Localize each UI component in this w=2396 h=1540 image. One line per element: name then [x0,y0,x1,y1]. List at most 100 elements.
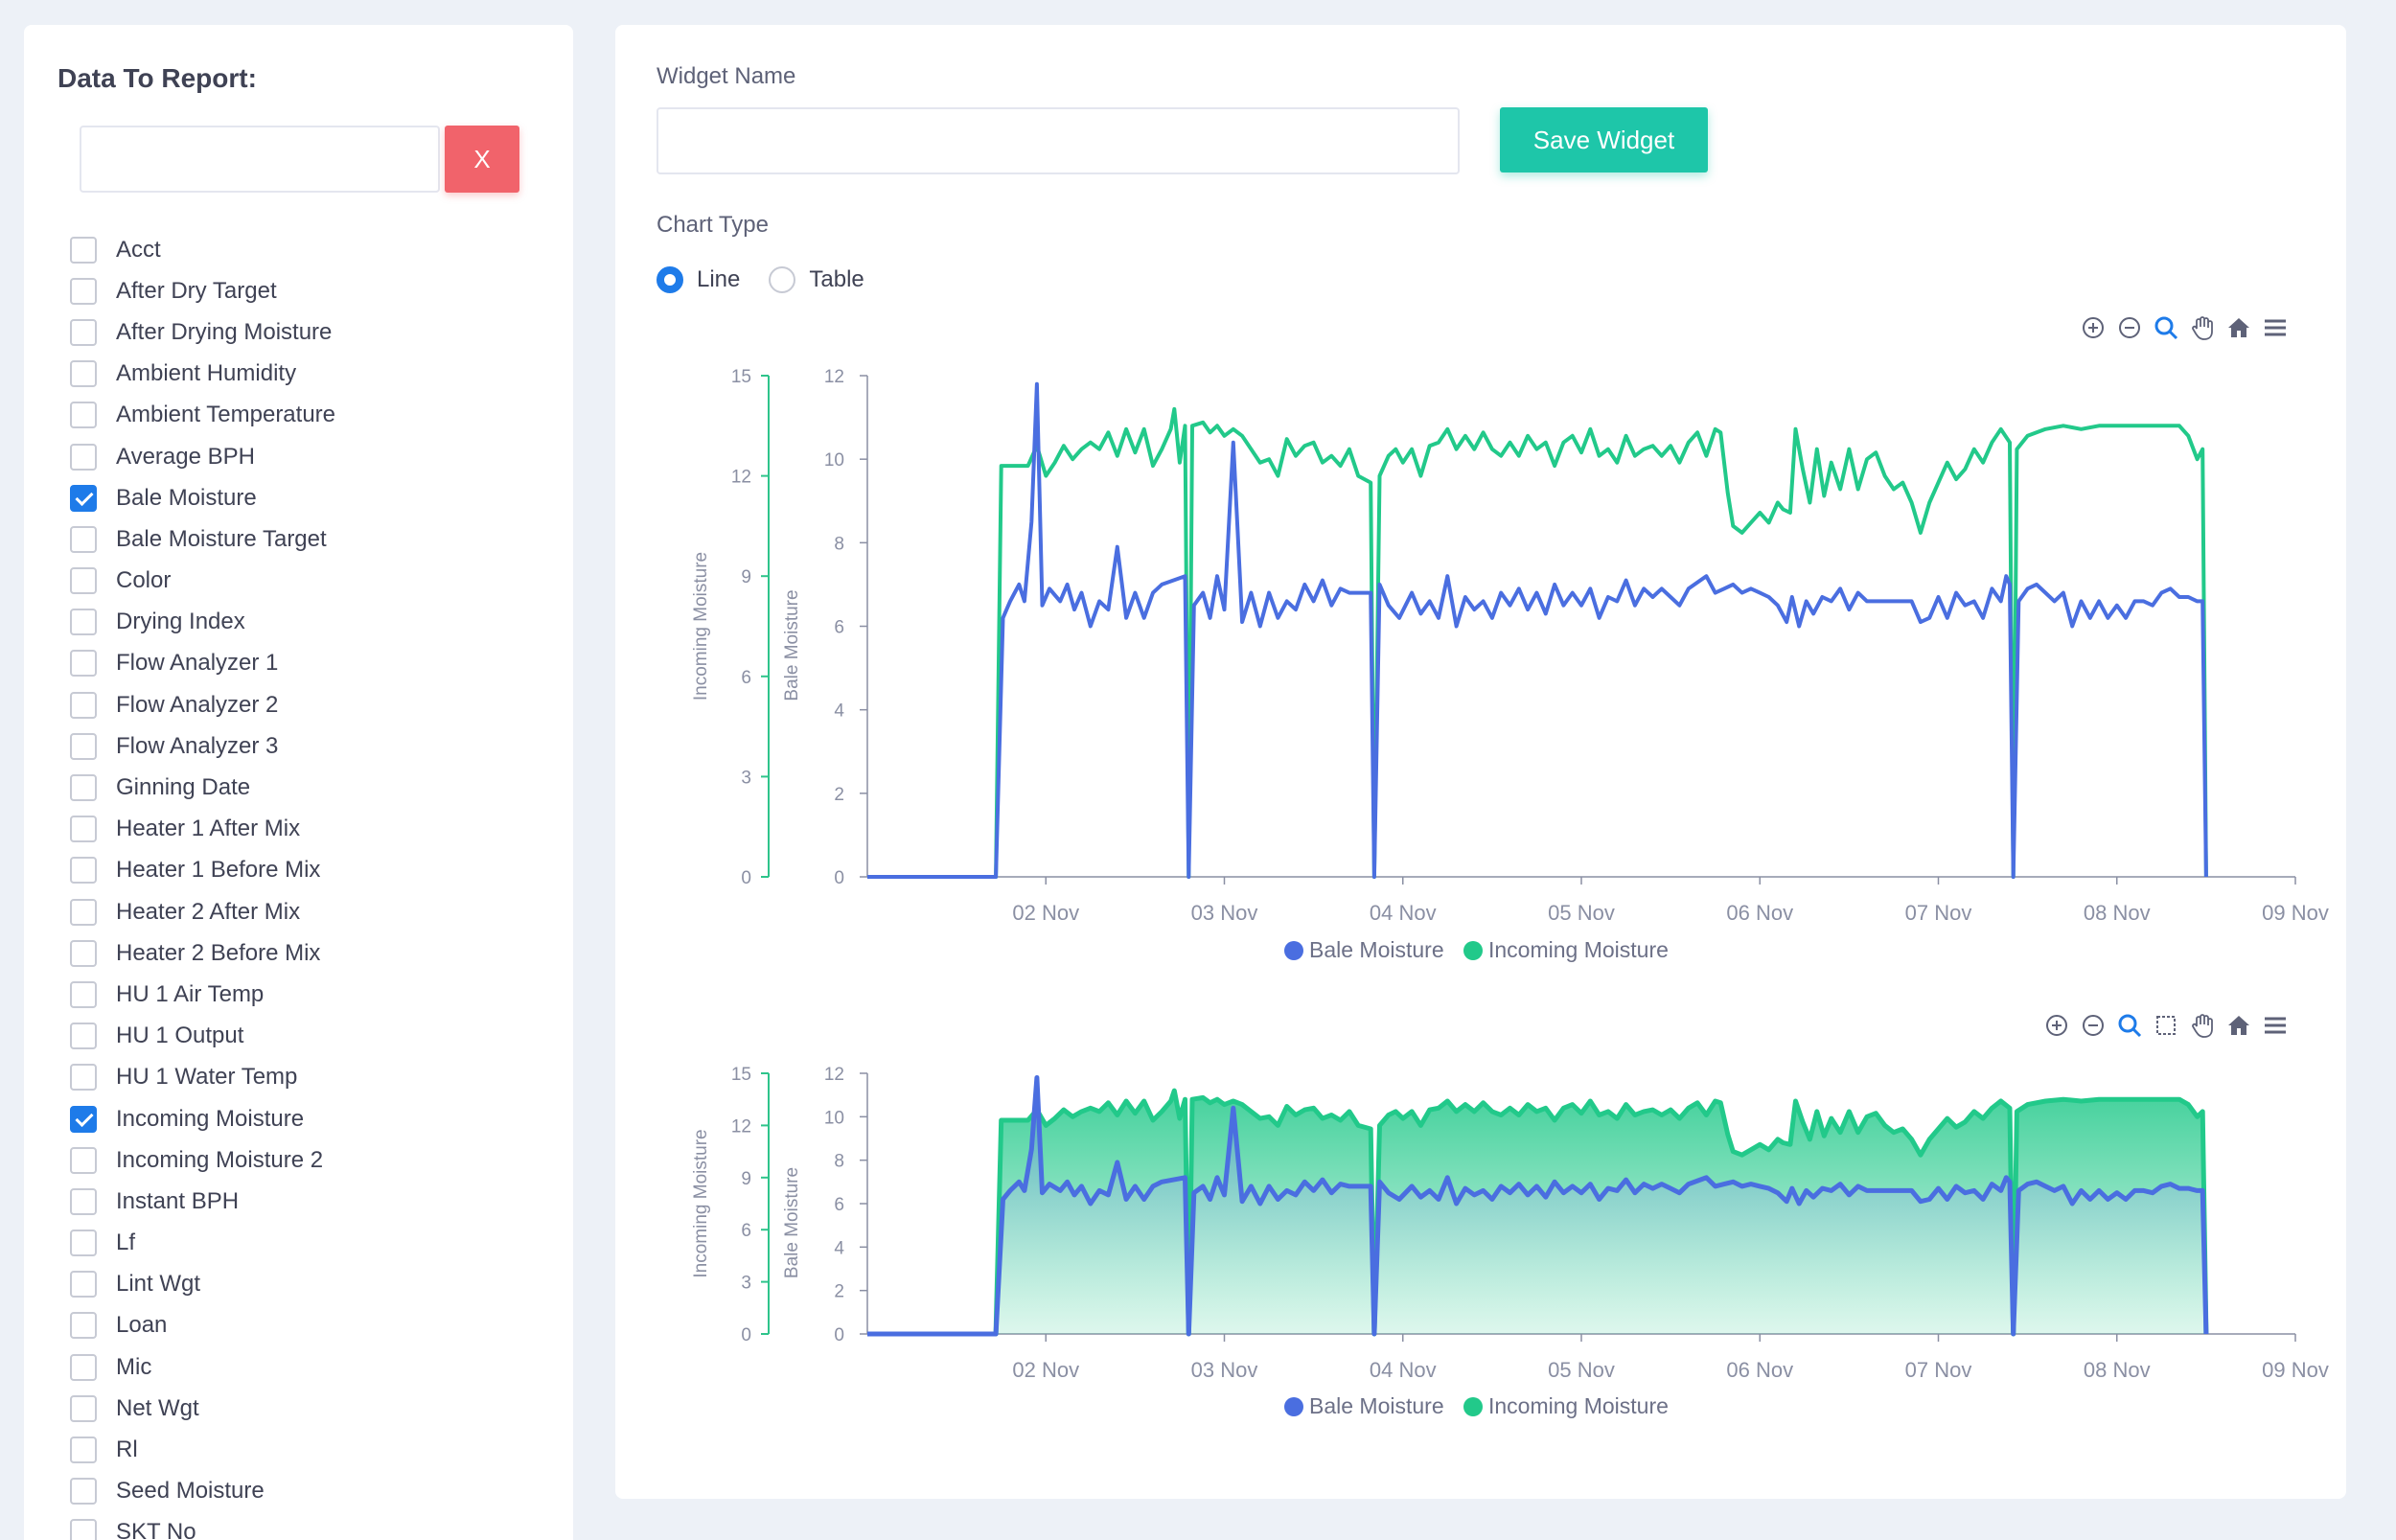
field-checkbox[interactable] [70,1064,97,1092]
field-item[interactable]: Drying Index [70,602,335,643]
field-item[interactable]: Heater 2 After Mix [70,891,335,932]
menu-icon[interactable] [2262,1012,2289,1039]
field-checkbox[interactable] [70,318,97,346]
field-checkbox[interactable] [70,609,97,636]
home-reset-icon[interactable] [2225,314,2252,341]
field-item[interactable]: Ginning Date [70,767,335,808]
field-item[interactable]: Heater 2 Before Mix [70,932,335,974]
field-label: Lint Wgt [116,1271,201,1298]
field-list: Acct After Dry Target After Drying Moistur… [70,229,335,1540]
widget-name-label: Widget Name [657,63,796,89]
field-item[interactable]: HU 1 Water Temp [70,1057,335,1098]
field-checkbox[interactable] [70,525,97,553]
field-item[interactable]: Mic [70,1346,335,1388]
field-label: After Drying Moisture [116,318,333,345]
field-checkbox[interactable] [70,857,97,885]
zoom-out-icon[interactable] [2116,314,2143,341]
pan-hand-icon[interactable] [2189,314,2216,341]
field-item[interactable]: Incoming Moisture 2 [70,1139,335,1181]
field-checkbox[interactable] [70,1023,97,1050]
panel-title: Data To Report: [58,63,257,93]
widget-name-input[interactable] [657,107,1460,174]
save-widget-button[interactable]: Save Widget [1500,107,1708,172]
field-checkbox[interactable] [70,443,97,471]
field-item[interactable]: Seed Moisture [70,1471,335,1512]
field-item[interactable]: Heater 1 Before Mix [70,850,335,891]
field-label: Ambient Humidity [116,360,297,387]
field-checkbox[interactable] [70,650,97,678]
field-item[interactable]: After Drying Moisture [70,311,335,353]
field-item[interactable]: Flow Analyzer 1 [70,643,335,684]
field-item[interactable]: Bale Moisture [70,477,335,518]
clear-filter-button[interactable]: X [445,126,519,193]
field-label: Mic [116,1353,152,1380]
field-checkbox[interactable] [70,567,97,595]
field-label: Acct [116,236,161,263]
field-checkbox[interactable] [70,1353,97,1381]
home-reset-icon[interactable] [2225,1012,2252,1039]
field-item[interactable]: Acct [70,229,335,270]
field-filter-input[interactable] [80,126,440,193]
field-checkbox[interactable] [70,236,97,264]
field-checkbox[interactable] [70,1437,97,1464]
field-label: Bale Moisture Target [116,525,327,552]
field-checkbox[interactable] [70,360,97,388]
field-item[interactable]: Flow Analyzer 3 [70,725,335,767]
zoom-select-icon[interactable] [2153,314,2179,341]
field-checkbox[interactable] [70,277,97,305]
zoom-select-icon[interactable] [2116,1012,2143,1039]
field-item[interactable]: HU 1 Output [70,1016,335,1057]
field-checkbox[interactable] [70,774,97,802]
field-checkbox[interactable] [70,1230,97,1257]
field-checkbox[interactable] [70,1187,97,1215]
field-checkbox[interactable] [70,732,97,760]
field-item[interactable]: Ambient Temperature [70,395,335,436]
field-label: SKT No [116,1519,196,1540]
field-checkbox[interactable] [70,1312,97,1340]
field-label: Incoming Moisture [116,1105,305,1132]
field-checkbox[interactable] [70,898,97,926]
field-checkbox[interactable] [70,1519,97,1540]
field-label: Ginning Date [116,774,251,801]
field-checkbox[interactable] [70,1478,97,1506]
field-checkbox[interactable] [70,980,97,1008]
zoom-out-icon[interactable] [2080,1012,2107,1039]
menu-icon[interactable] [2262,314,2289,341]
field-checkbox[interactable] [70,816,97,843]
field-checkbox[interactable] [70,1105,97,1133]
field-item[interactable]: Incoming Moisture [70,1098,335,1139]
field-label: Drying Index [116,609,245,635]
field-item[interactable]: Loan [70,1305,335,1346]
field-label: Bale Moisture [116,484,257,511]
field-item[interactable]: After Dry Target [70,270,335,311]
field-item[interactable]: HU 1 Air Temp [70,974,335,1015]
field-checkbox[interactable] [70,402,97,429]
zoom-in-icon[interactable] [2043,1012,2070,1039]
field-checkbox[interactable] [70,1146,97,1174]
field-checkbox[interactable] [70,939,97,967]
field-item[interactable]: Bale Moisture Target [70,518,335,560]
field-item[interactable]: Heater 1 After Mix [70,809,335,850]
field-item[interactable]: Lint Wgt [70,1264,335,1305]
field-item[interactable]: Color [70,561,335,602]
field-item[interactable]: Net Wgt [70,1388,335,1429]
field-checkbox[interactable] [70,484,97,512]
field-item[interactable]: Lf [70,1223,335,1264]
radio-line[interactable] [657,266,683,293]
field-item[interactable]: Flow Analyzer 2 [70,684,335,725]
field-item[interactable]: Instant BPH [70,1181,335,1222]
zoom-in-icon[interactable] [2080,314,2107,341]
pan-hand-icon[interactable] [2189,1012,2216,1039]
field-item[interactable]: SKT No [70,1512,335,1540]
radio-table[interactable] [769,266,796,293]
selection-icon[interactable] [2153,1012,2179,1039]
field-label: Heater 2 Before Mix [116,939,321,966]
field-checkbox[interactable] [70,1271,97,1299]
field-item[interactable]: Rl [70,1429,335,1470]
radio-line-label: Line [697,266,741,292]
field-checkbox[interactable] [70,1394,97,1422]
field-item[interactable]: Ambient Humidity [70,354,335,395]
field-label: Heater 1 After Mix [116,816,301,842]
field-checkbox[interactable] [70,691,97,719]
field-item[interactable]: Average BPH [70,436,335,477]
